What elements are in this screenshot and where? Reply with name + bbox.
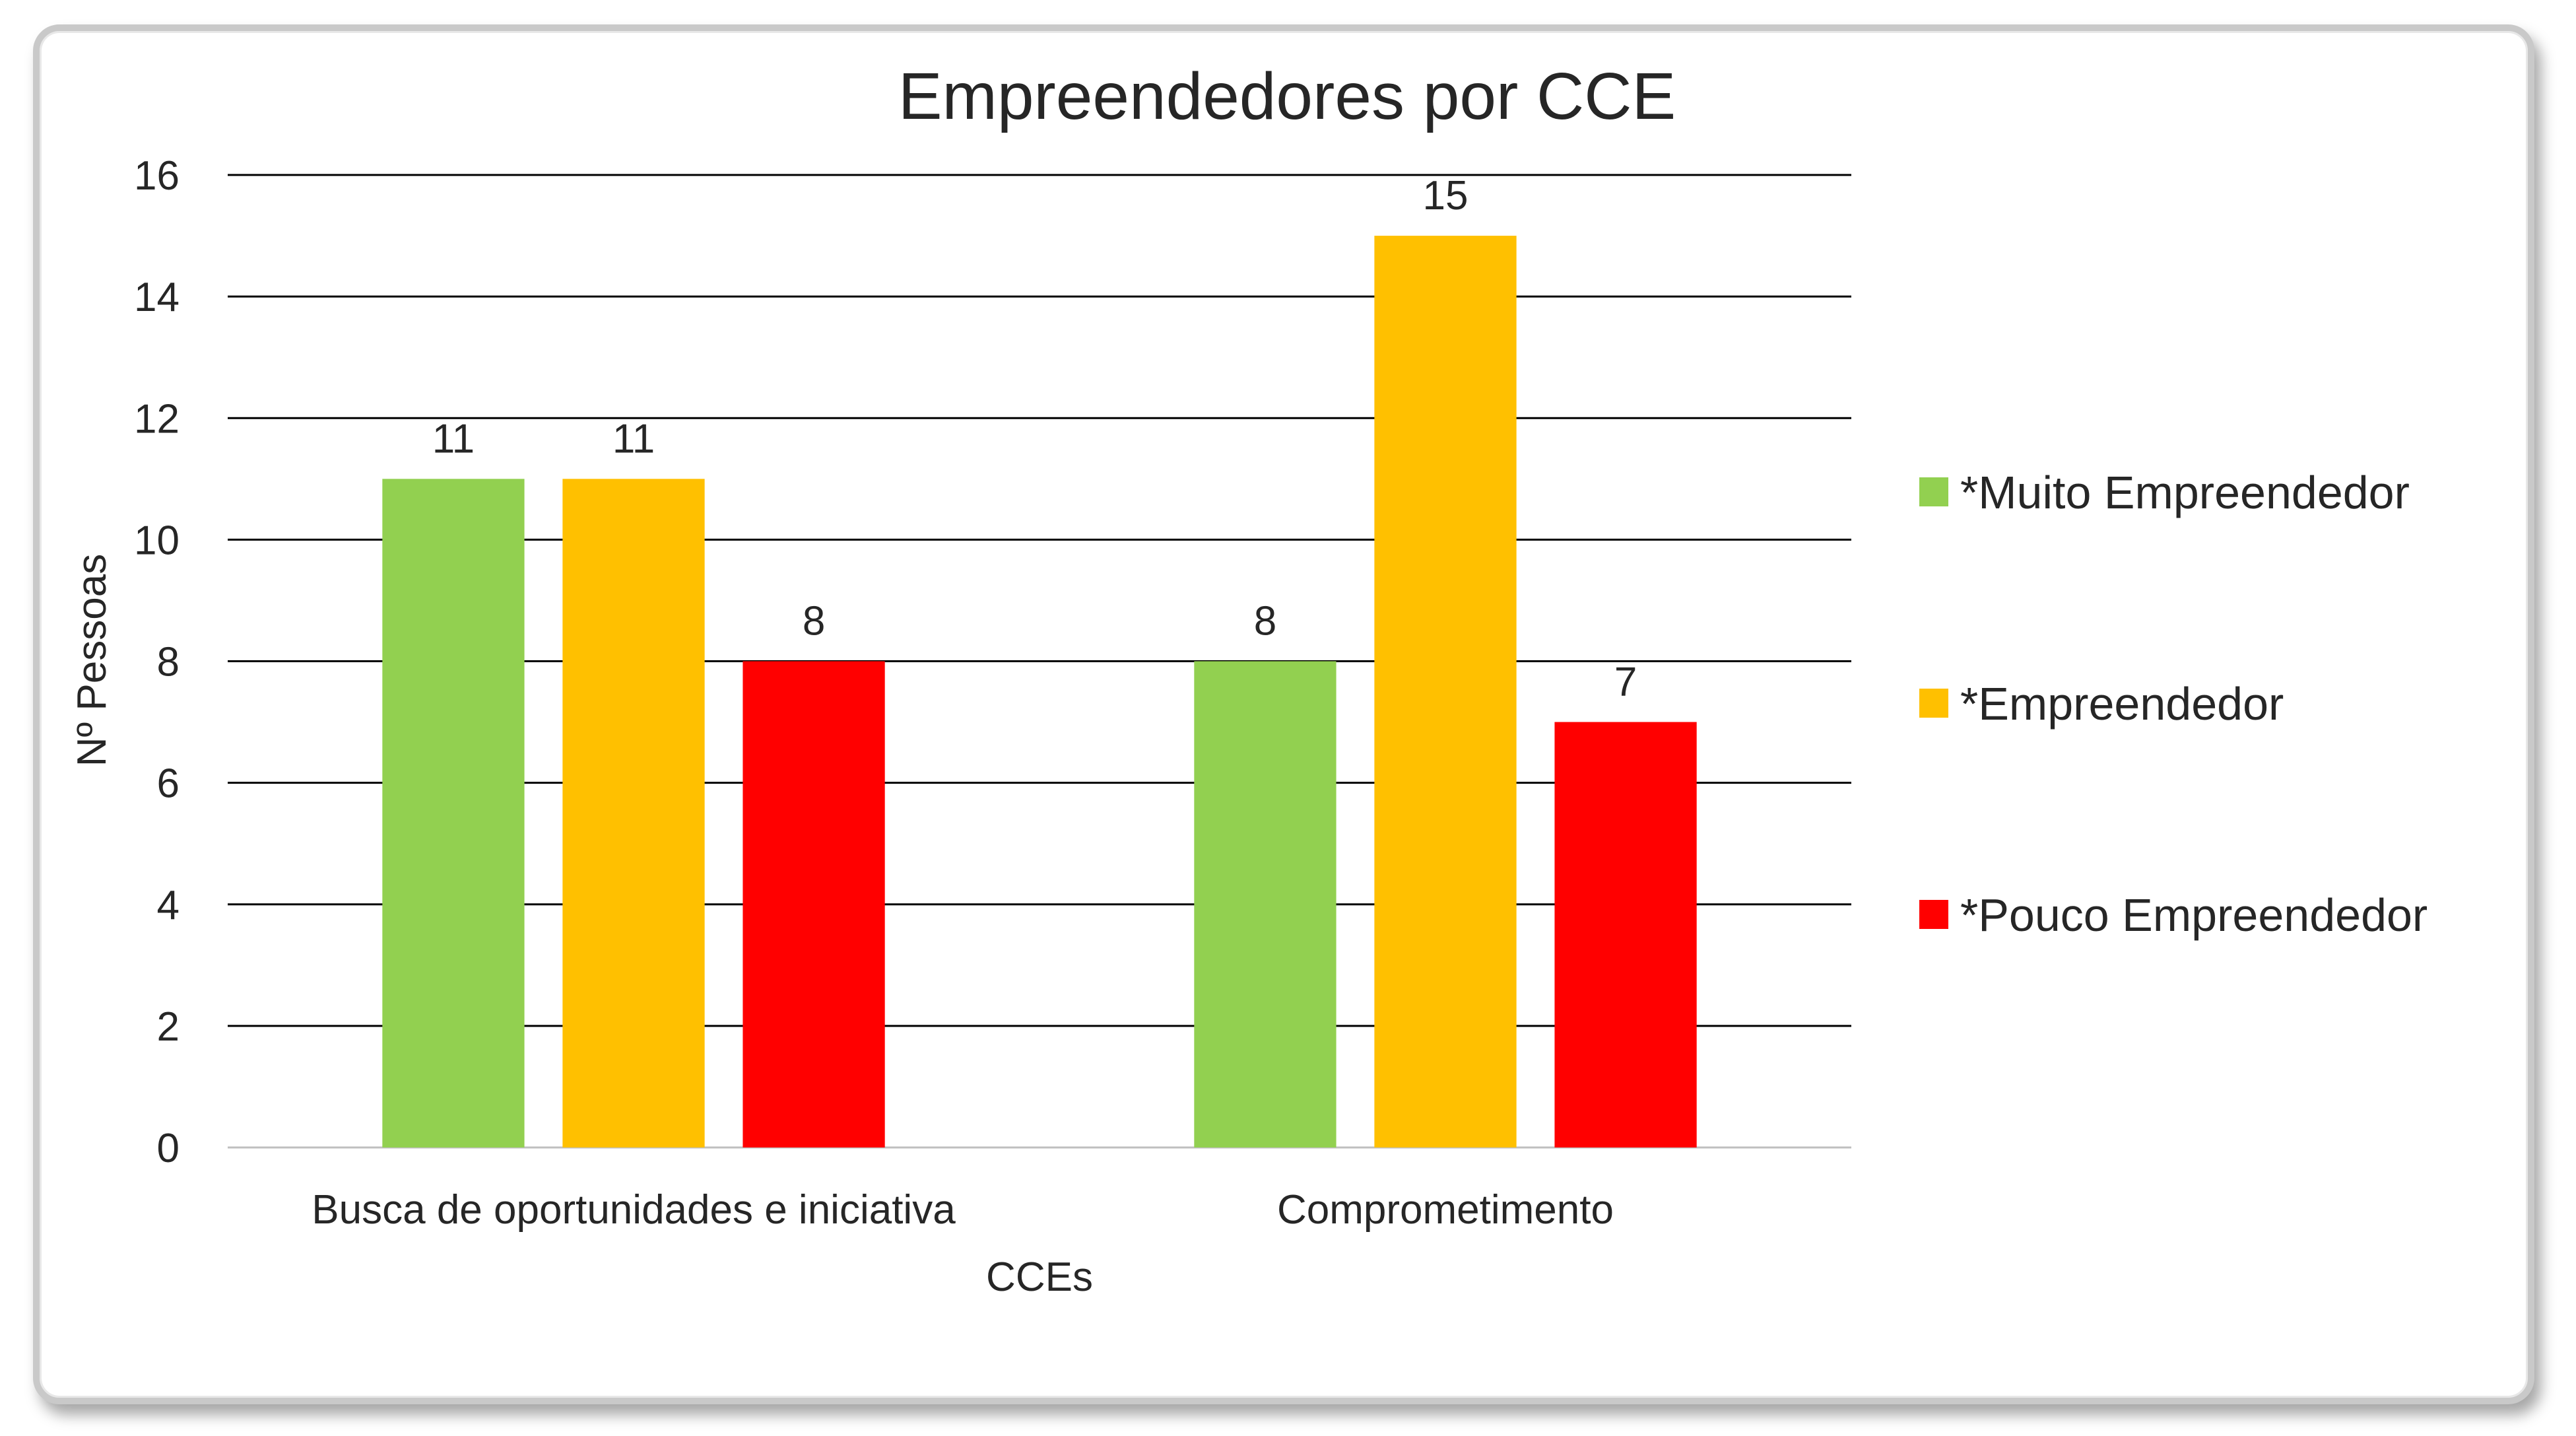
y-axis-title: Nº Pessoas <box>69 554 115 767</box>
legend-label: *Empreendedor <box>1960 678 2284 730</box>
data-label: 8 <box>1254 599 1276 644</box>
y-tick-label: 8 <box>157 640 180 685</box>
x-axis-ticks: Busca de oportunidades e iniciativa Compr… <box>312 1187 1614 1233</box>
x-tick-label: Busca de oportunidades e iniciativa <box>312 1187 956 1233</box>
legend-swatch <box>1919 900 1948 929</box>
data-label: 7 <box>1614 660 1637 705</box>
bars <box>382 236 1697 1147</box>
y-tick-label: 2 <box>157 1004 180 1050</box>
bar <box>743 661 885 1147</box>
legend-label: *Muito Empreendedor <box>1960 467 2410 518</box>
data-label: 8 <box>803 599 825 644</box>
y-tick-label: 14 <box>134 275 180 320</box>
x-axis-title: CCEs <box>986 1254 1093 1300</box>
y-tick-label: 4 <box>157 883 180 928</box>
chart-title: Empreendedores por CCE <box>898 59 1676 133</box>
legend-label: *Pouco Empreendedor <box>1960 889 2427 941</box>
y-tick-label: 0 <box>157 1126 180 1171</box>
bar <box>562 479 705 1147</box>
bar <box>382 479 525 1147</box>
legend-swatch <box>1919 477 1948 506</box>
bar <box>1374 236 1517 1147</box>
data-label: 11 <box>612 416 655 462</box>
x-tick-label: Comprometimento <box>1277 1187 1614 1233</box>
legend-swatch <box>1919 689 1948 718</box>
y-axis-ticks: 0 2 4 6 8 10 12 14 16 <box>134 153 180 1171</box>
legend: *Muito Empreendedor *Empreendedor *Pouco E… <box>1919 467 2427 941</box>
data-labels: 11 11 8 8 15 7 <box>432 173 1637 705</box>
y-tick-label: 10 <box>134 518 180 563</box>
bar <box>1554 722 1697 1147</box>
bar <box>1194 661 1337 1147</box>
y-tick-label: 12 <box>134 396 180 442</box>
y-tick-label: 16 <box>134 153 180 199</box>
data-label: 15 <box>1423 173 1469 219</box>
data-label: 11 <box>432 416 475 462</box>
y-tick-label: 6 <box>157 761 180 807</box>
